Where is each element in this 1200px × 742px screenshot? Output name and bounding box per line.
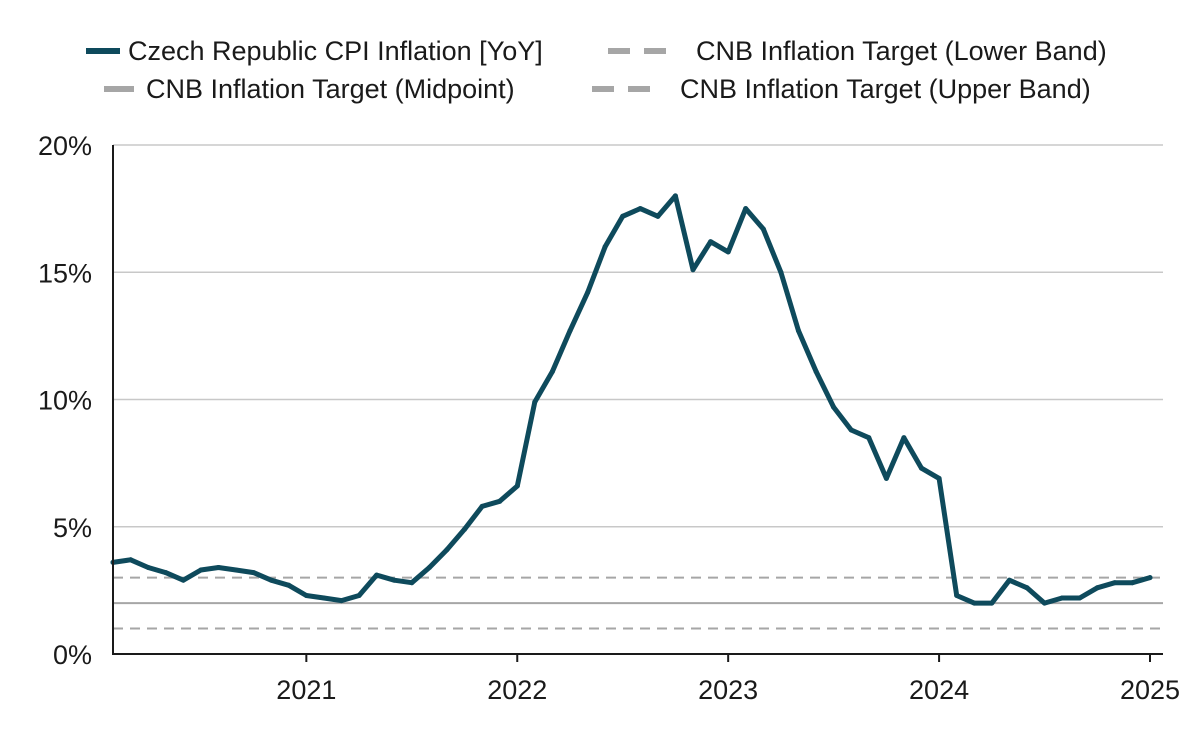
data-point bbox=[568, 328, 573, 333]
data-point bbox=[1007, 578, 1012, 583]
legend-label-cpi: Czech Republic CPI Inflation [YoY] bbox=[128, 36, 543, 66]
data-point bbox=[884, 476, 889, 481]
data-point bbox=[778, 270, 783, 275]
data-point bbox=[163, 570, 168, 575]
legend: Czech Republic CPI Inflation [YoY] CNB I… bbox=[86, 36, 1107, 104]
y-tick-label: 0% bbox=[53, 640, 92, 670]
data-point bbox=[638, 206, 643, 211]
data-point bbox=[814, 369, 819, 374]
data-point bbox=[673, 193, 678, 198]
data-point bbox=[620, 214, 625, 219]
data-point bbox=[1077, 596, 1082, 601]
data-point bbox=[480, 504, 485, 509]
data-point bbox=[286, 583, 291, 588]
data-point bbox=[989, 601, 994, 606]
data-point bbox=[181, 578, 186, 583]
data-point bbox=[146, 565, 151, 570]
data-point bbox=[515, 484, 520, 489]
data-point bbox=[339, 598, 344, 603]
data-point bbox=[1060, 596, 1065, 601]
data-point bbox=[427, 565, 432, 570]
data-point bbox=[796, 328, 801, 333]
data-point bbox=[972, 601, 977, 606]
data-point bbox=[269, 578, 274, 583]
legend-item-upper-band: CNB Inflation Target (Upper Band) bbox=[592, 74, 1091, 104]
data-point bbox=[937, 476, 942, 481]
y-tick-label: 10% bbox=[38, 386, 92, 416]
legend-item-lower-band: CNB Inflation Target (Lower Band) bbox=[608, 36, 1107, 66]
data-point bbox=[866, 435, 871, 440]
data-point bbox=[198, 568, 203, 573]
x-tick-label: 2023 bbox=[698, 675, 758, 705]
data-point bbox=[743, 206, 748, 211]
data-point bbox=[1095, 585, 1100, 590]
data-point bbox=[655, 214, 660, 219]
data-point bbox=[357, 593, 362, 598]
legend-label-midpoint: CNB Inflation Target (Midpoint) bbox=[146, 74, 515, 104]
data-point bbox=[831, 405, 836, 410]
data-point bbox=[409, 580, 414, 585]
data-point bbox=[304, 593, 309, 598]
data-point bbox=[603, 244, 608, 249]
data-point bbox=[374, 573, 379, 578]
x-tick-label: 2024 bbox=[909, 675, 969, 705]
data-point bbox=[708, 239, 713, 244]
data-point bbox=[919, 466, 924, 471]
legend-label-upper-band: CNB Inflation Target (Upper Band) bbox=[680, 74, 1091, 104]
y-tick-label: 5% bbox=[53, 513, 92, 543]
data-point bbox=[251, 570, 256, 575]
data-point bbox=[726, 249, 731, 254]
data-point bbox=[462, 527, 467, 532]
legend-label-lower-band: CNB Inflation Target (Lower Band) bbox=[696, 36, 1107, 66]
data-point bbox=[216, 565, 221, 570]
x-tick-label: 2022 bbox=[487, 675, 547, 705]
data-point bbox=[1130, 580, 1135, 585]
data-point bbox=[1148, 575, 1153, 580]
y-tick-label: 15% bbox=[38, 258, 92, 288]
data-point bbox=[128, 557, 133, 562]
data-point bbox=[444, 547, 449, 552]
data-point bbox=[849, 428, 854, 433]
data-point bbox=[1025, 585, 1030, 590]
data-point bbox=[1112, 580, 1117, 585]
x-tick-label: 2021 bbox=[276, 675, 336, 705]
x-tick-label: 2025 bbox=[1120, 675, 1180, 705]
y-tick-label: 20% bbox=[38, 131, 92, 161]
data-point bbox=[1042, 601, 1047, 606]
data-point bbox=[497, 499, 502, 504]
gridlines bbox=[113, 145, 1163, 527]
data-point bbox=[550, 369, 555, 374]
data-point bbox=[532, 400, 537, 405]
chart: Czech Republic CPI Inflation [YoY] CNB I… bbox=[0, 0, 1200, 742]
data-point bbox=[392, 578, 397, 583]
data-point bbox=[585, 290, 590, 295]
legend-item-midpoint: CNB Inflation Target (Midpoint) bbox=[104, 74, 515, 104]
data-point bbox=[954, 593, 959, 598]
data-point bbox=[761, 227, 766, 232]
data-point bbox=[321, 596, 326, 601]
legend-item-cpi: Czech Republic CPI Inflation [YoY] bbox=[86, 36, 543, 66]
tick-labels: 0% 5% 10% 15% 20% 2021 2022 2023 2024 2025 bbox=[38, 131, 1180, 705]
data-point bbox=[691, 267, 696, 272]
data-point bbox=[901, 435, 906, 440]
data-point bbox=[234, 568, 239, 573]
